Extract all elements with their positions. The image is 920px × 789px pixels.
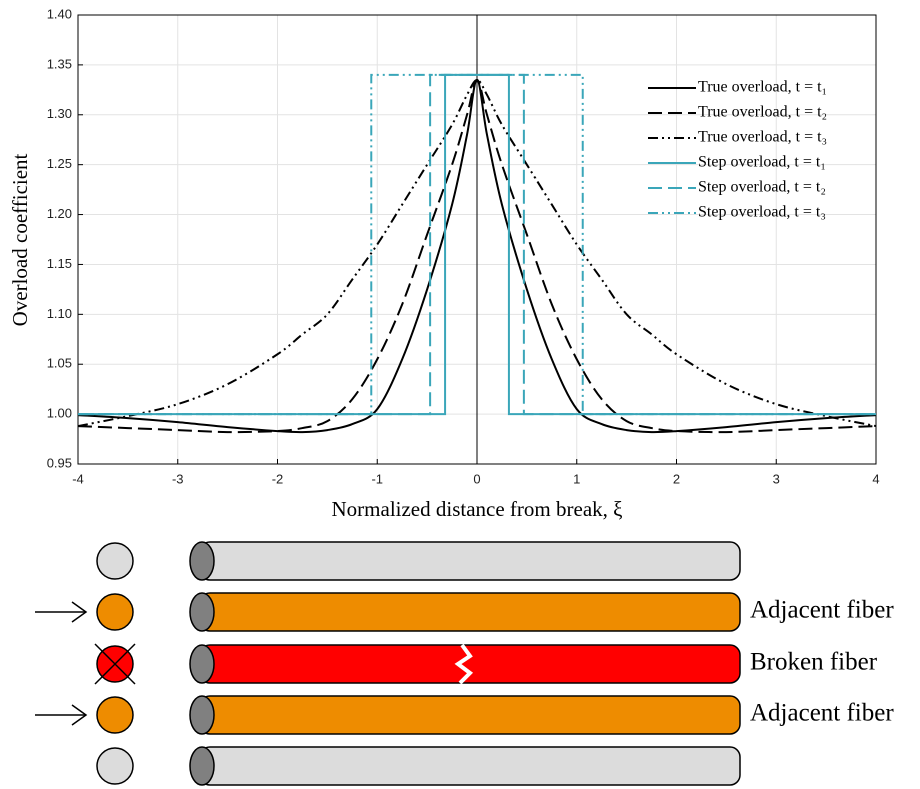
series-line [77,78,877,428]
legend-label: Step overload, t = t₁ [698,154,826,171]
x-tick-label: 2 [673,471,680,486]
y-tick-label: 1.25 [47,156,72,171]
x-tick-label: -4 [72,471,84,486]
fiber-section [96,593,134,631]
y-tick-label: 1.30 [47,106,72,121]
y-tick-label: 1.05 [47,356,72,371]
fiber-end [189,592,215,632]
plot-frame [77,14,877,465]
x-tick-label: 1 [573,471,580,486]
fiber-label: Adjacent fiber [750,700,894,727]
arrow-head [71,601,88,623]
fiber-section [96,696,134,734]
fiber [199,592,741,632]
fiber-section [96,747,134,785]
y-tick-label: 1.10 [47,306,72,321]
fiber [199,644,741,684]
legend-label: True overload, t = t₂ [698,104,827,121]
y-axis-label: Overload coefficient [8,153,32,326]
arrow-head [71,704,88,726]
fiber-label: Adjacent fiber [750,597,894,624]
fiber-diagram [35,541,741,786]
fiber-section [96,542,134,580]
cross [94,643,136,685]
x-tick-label: 0 [473,471,480,486]
y-tick-label: 1.15 [47,256,72,271]
legend-label: Step overload, t = t₃ [698,204,826,221]
fiber [199,695,741,735]
fiber [199,541,741,581]
fiber [199,746,741,786]
x-tick-label: 3 [773,471,780,486]
fiber-end [189,746,215,786]
x-axis-label: Normalized distance from break, ξ [332,497,623,521]
y-tick-label: 1.00 [47,406,72,421]
legend-label: True overload, t = t₁ [698,79,827,96]
fiber-end [189,541,215,581]
series-line [77,78,877,434]
y-tick-label: 1.35 [47,56,72,71]
break [454,643,474,685]
y-tick-label: 0.95 [47,455,72,470]
fiber-label: Broken fiber [750,649,878,676]
legend-label: True overload, t = t₃ [698,129,827,146]
x-tick-label: -1 [371,471,383,486]
y-tick-label: 1.40 [47,6,72,21]
chart: -4 -3 -2 -1 0 1 2 3 4 0.95 1.00 1.05 1.10 1.15 1.20 1.2… [47,6,880,486]
x-tick-label: -3 [172,471,184,486]
y-tick-label: 1.20 [47,206,72,221]
fiber-end [189,695,215,735]
x-tick-label: -2 [272,471,284,486]
legend-label: Step overload, t = t₂ [698,179,826,196]
x-tick-label: 4 [872,471,879,486]
fiber-end [189,644,215,684]
